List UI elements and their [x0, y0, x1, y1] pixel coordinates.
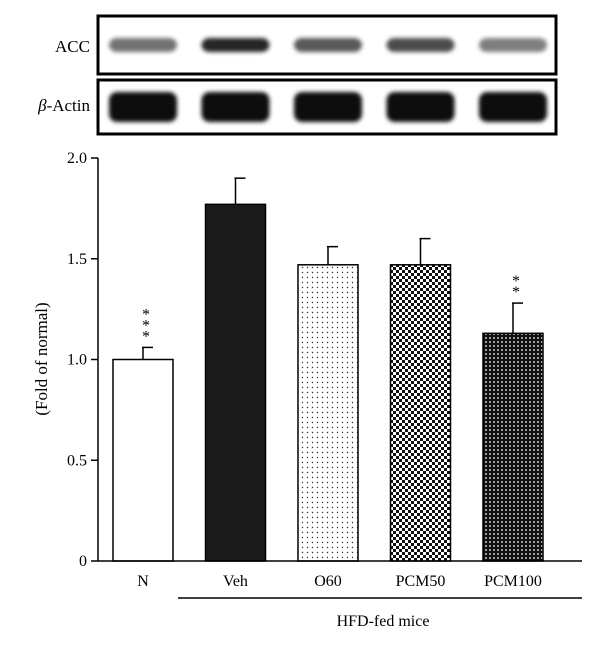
blot-band — [479, 92, 547, 122]
y-axis: 0 0.5 1.0 1.5 2.0 — [67, 150, 98, 570]
y-tick-label: 1.0 — [67, 352, 87, 369]
group-label: HFD-fed mice — [337, 613, 430, 630]
blot-panel-actin: β-Actin — [37, 78, 558, 136]
significance-marker: * * — [512, 273, 520, 301]
x-tick-label: N — [137, 573, 149, 590]
x-tick-label: Veh — [223, 573, 248, 590]
blot-band — [294, 38, 362, 52]
y-tick-label: 0 — [79, 553, 87, 570]
blot-label-acc: ACC — [55, 37, 90, 56]
blot-bands-acc — [109, 38, 547, 52]
bars: * * ** * — [112, 177, 544, 562]
bar-pcm100 — [482, 332, 544, 562]
blot-band — [386, 92, 455, 122]
blot-band — [294, 92, 362, 122]
blot-label-actin-rest: -Actin — [47, 96, 91, 115]
bar-veh — [204, 203, 267, 562]
y-tick-label: 0.5 — [67, 452, 87, 469]
y-tick-label: 2.0 — [67, 150, 87, 167]
significance-marker: * * * — [142, 306, 150, 345]
blot-label-actin: β-Actin — [37, 96, 90, 115]
bar-pcm50 — [389, 264, 452, 562]
x-tick-label: PCM50 — [396, 573, 446, 590]
blot-band — [109, 92, 177, 122]
blot-label-actin-prefix: β — [37, 96, 47, 115]
bar-n — [112, 358, 174, 562]
blot-panel-acc: ACC — [55, 14, 558, 76]
blot-band — [479, 38, 547, 52]
y-tick-label: 1.5 — [67, 251, 87, 268]
blot-band — [109, 38, 177, 52]
blot-bands-actin — [109, 92, 547, 122]
blot-band — [201, 38, 270, 52]
blot-band — [386, 38, 455, 52]
blot-band — [201, 92, 270, 122]
x-tick-label: O60 — [314, 573, 342, 590]
x-tick-label: PCM100 — [484, 573, 542, 590]
bar-chart: (Fold of normal) 00.51.01.52.0 * * ** * N Ve… — [32, 150, 582, 630]
x-axis-labels: N Veh O60 PCM50 PCM100 — [137, 573, 542, 590]
bar-o60 — [297, 264, 359, 562]
y-axis-label: (Fold of normal) — [32, 302, 51, 415]
